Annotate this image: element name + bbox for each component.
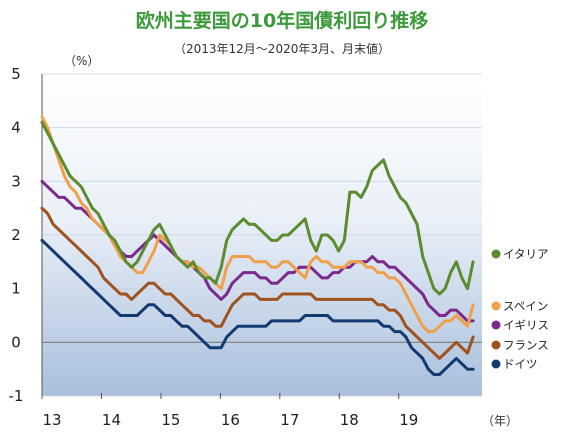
legend-label: ドイツ [503, 357, 538, 371]
chart-title: 欧州主要国の10年国債利回り推移 [136, 9, 428, 32]
legend-marker [491, 301, 501, 311]
x-tick-label: 19 [399, 411, 418, 429]
series-line [40, 115, 475, 334]
series-lines [40, 115, 475, 376]
x-tick-label: 14 [102, 411, 121, 429]
y-tick-label: -1 [9, 387, 24, 405]
legend-label: スペイン [503, 299, 548, 313]
y-tick-label: 5 [11, 65, 21, 83]
y-tick-label: 3 [11, 172, 21, 190]
y-axis-unit: （%） [64, 54, 99, 68]
legend-marker [491, 340, 501, 350]
legend-label: イタリア [503, 247, 549, 261]
y-tick-label: 1 [11, 280, 21, 298]
x-axis-unit: （年） [482, 414, 518, 428]
x-tick-label: 13 [42, 411, 61, 429]
y-tick-label: 4 [11, 119, 21, 137]
legend-marker [491, 359, 501, 369]
series-line [40, 120, 475, 296]
y-tick-label: 2 [11, 226, 21, 244]
x-tick-label: 17 [280, 411, 299, 429]
legend-label: イギリス [503, 318, 549, 332]
y-tick-label: 0 [11, 333, 21, 351]
x-tick-labels: 13 14 15 16 17 18 19 [42, 411, 418, 429]
y-tick-labels: 5 4 3 2 1 0 -1 [9, 65, 24, 405]
chart-subtitle: （2013年12月～2020年3月、月末値） [174, 41, 390, 56]
series-line [40, 206, 475, 360]
legend-label: フランス [503, 338, 549, 352]
legend-marker [491, 320, 501, 330]
legend-marker [491, 249, 501, 259]
x-tick-label: 16 [221, 411, 240, 429]
series-line [40, 238, 475, 376]
x-tick-label: 15 [161, 411, 180, 429]
x-tick-label: 18 [340, 411, 359, 429]
axes [41, 74, 400, 399]
